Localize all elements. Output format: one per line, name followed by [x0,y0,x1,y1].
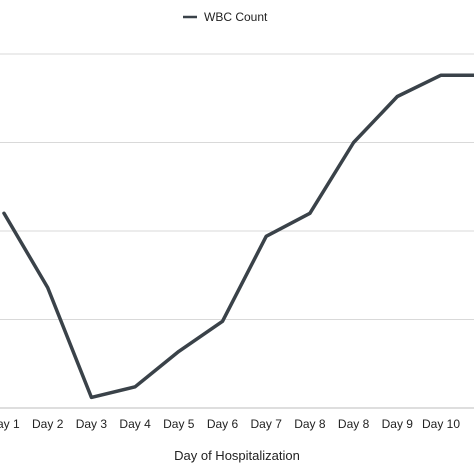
x-tick-label: Day 7 [251,417,283,431]
x-tick-label: Day 5 [163,417,195,431]
x-tick-label: Day 3 [76,417,108,431]
legend: WBC Count [183,10,268,24]
x-tick-label: Day 2 [32,417,64,431]
x-tick-labels: Day 1 Day 2 Day 3 Day 4 Day 5 Day 6 Day 7 Day 8… [0,417,474,431]
legend-label: WBC Count [204,10,268,24]
x-tick-label: Day 6 [207,417,239,431]
x-tick-label: Day 1 [0,417,20,431]
x-tick-label: Day 9 [382,417,414,431]
x-tick-label: Day 4 [119,417,151,431]
x-tick-label: Day 8 [338,417,370,431]
x-tick-label: Day 10 [422,417,460,431]
wbc-series-line [4,75,474,397]
x-tick-label: Day 8 [294,417,326,431]
x-axis-title: Day of Hospitalization [174,448,300,463]
